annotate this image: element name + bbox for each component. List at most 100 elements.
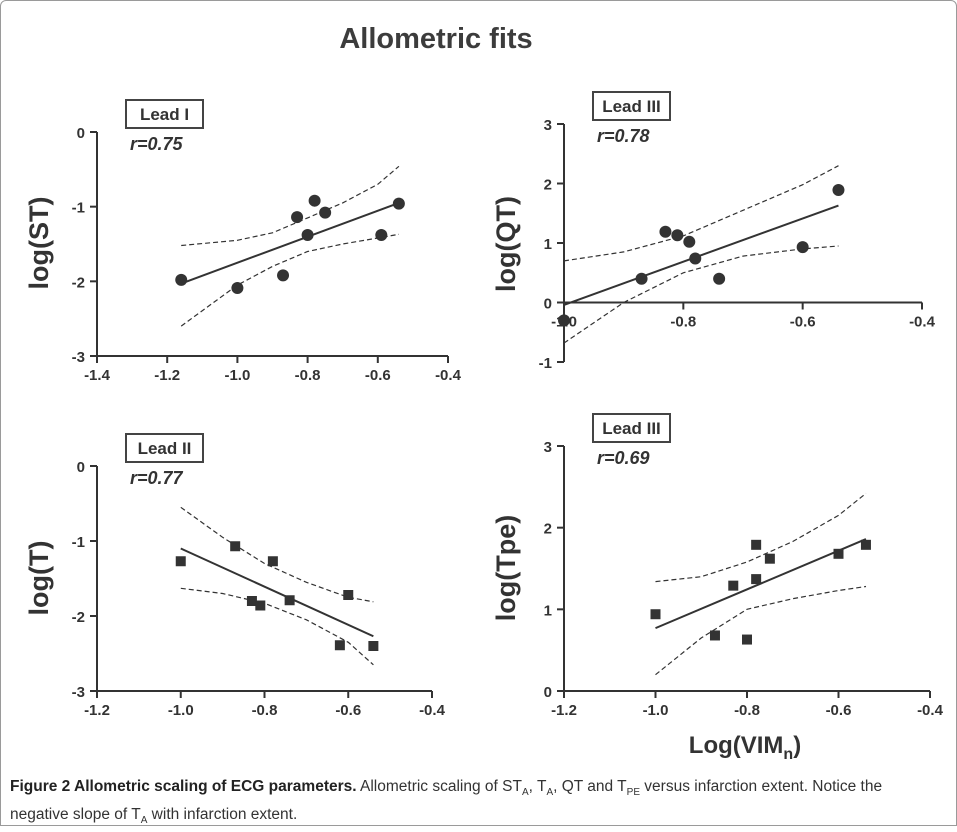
- caption-sub: PE: [626, 787, 640, 799]
- x-tick-label: -1.2: [154, 367, 180, 384]
- caption-text: , T: [528, 778, 547, 795]
- data-point: [832, 184, 845, 197]
- x-tick-label: -1.0: [224, 367, 250, 384]
- x-tick-label: -1.0: [643, 702, 669, 719]
- data-point: [709, 630, 720, 641]
- figure-title: Allometric fits: [339, 23, 532, 55]
- y-axis-label: log(ST): [24, 197, 54, 290]
- ci-upper-band: [563, 165, 839, 262]
- r-value-label: r=0.78: [597, 126, 650, 146]
- x-tick-label: -0.6: [365, 367, 391, 384]
- lead-box: [125, 433, 204, 463]
- fit-line: [180, 201, 400, 285]
- lead-label: Lead III: [602, 97, 661, 116]
- lead-box: [592, 413, 671, 443]
- data-point: [742, 634, 752, 645]
- y-tick-label: -2: [72, 274, 85, 291]
- caption-title: Figure 2 Allometric scaling of ECG param…: [10, 778, 357, 795]
- y-tick-label: -1: [539, 355, 552, 372]
- data-point: [751, 539, 762, 550]
- data-point: [659, 225, 672, 238]
- data-point: [343, 590, 354, 600]
- caption-sub: A: [140, 815, 148, 827]
- data-point: [558, 314, 570, 327]
- x-tick-label: -0.6: [826, 702, 852, 719]
- caption-sub: A: [521, 787, 529, 799]
- x-tick-label: -1.2: [551, 702, 577, 719]
- x-tick-label: -1.0: [168, 702, 194, 719]
- ci-lower-band: [655, 585, 867, 676]
- y-tick-label: -3: [72, 349, 85, 366]
- chart-panel-3: 0 -1 -2 -3-1.2 -1.0 -0.8 -0.6 -0.4 log(T) Lead II…: [24, 433, 446, 719]
- lead-label: Lead II: [138, 439, 192, 458]
- fit-line: [180, 547, 374, 638]
- x-tick-label: -0.4: [435, 367, 462, 384]
- lead-box: [125, 99, 204, 129]
- shared-x-axis-label: Log(VIMn): [689, 732, 801, 763]
- data-point: [375, 229, 388, 242]
- ci-lower-band: [180, 233, 400, 327]
- ci-lower-band: [563, 245, 839, 344]
- data-point: [689, 252, 702, 265]
- y-tick-label: -2: [72, 609, 85, 626]
- data-point: [231, 282, 244, 295]
- data-point: [277, 269, 290, 282]
- ci-upper-band: [655, 492, 867, 583]
- data-point: [301, 229, 314, 242]
- y-tick-label: 1: [544, 602, 552, 619]
- panels: 0-1-2-3-1.4 -1.2 -1.0 -0.8 -0.6 -0.4log(ST)Le…: [24, 91, 944, 719]
- x-tick-label: -0.8: [295, 367, 321, 384]
- figure-svg: Allometric fits 0-1-2-3-1.4 -1.2 -1.0 -0.8-…: [24, 23, 944, 763]
- y-tick-label: 0: [544, 684, 552, 701]
- data-point: [291, 211, 304, 224]
- y-tick-label: -1: [72, 534, 85, 551]
- lead-box: [592, 91, 671, 121]
- y-tick-label: 2: [544, 177, 552, 194]
- data-point: [392, 197, 405, 210]
- chart-panel-4: 3 2 1 0-1.2 -1.0 -0.8 -0.6 -0.4 log(Tpe) Lead III…: [491, 413, 944, 719]
- ci-lower-band: [180, 587, 374, 666]
- y-tick-label: 2: [544, 521, 552, 538]
- y-tick-label: 1: [544, 236, 552, 253]
- ci-upper-band: [181, 165, 400, 247]
- data-point: [860, 539, 871, 550]
- y-axis-label: log(Tpe): [491, 515, 521, 621]
- data-point: [246, 596, 257, 606]
- x-tick-label: -0.4: [917, 702, 944, 719]
- data-point: [650, 609, 661, 620]
- x-tick-label: -0.8: [734, 702, 760, 719]
- y-tick-label: 3: [544, 439, 552, 456]
- caption-text: versus infarction extent. Notice the neg…: [10, 778, 883, 824]
- data-point: [683, 235, 696, 248]
- y-tick-label: 0: [77, 125, 85, 142]
- data-point: [728, 580, 739, 591]
- caption-text: with infarction extent.: [147, 806, 298, 824]
- data-point: [671, 229, 684, 242]
- y-tick-label: 0: [544, 296, 552, 313]
- figure-caption: Figure 2 Allometric scaling of ECG param…: [10, 776, 940, 832]
- data-point: [368, 641, 379, 651]
- x-tick-label: -0.6: [790, 314, 816, 331]
- data-point: [833, 548, 844, 559]
- data-point: [713, 272, 726, 285]
- x-tick-label: -0.8: [670, 314, 696, 331]
- data-point: [334, 640, 345, 651]
- fit-line: [563, 204, 839, 306]
- data-point: [230, 541, 241, 552]
- data-point: [175, 556, 186, 567]
- lead-label: Lead III: [602, 419, 661, 438]
- caption-sub: A: [546, 787, 554, 799]
- data-point: [175, 273, 188, 286]
- data-point: [751, 574, 762, 585]
- data-point: [635, 272, 648, 285]
- x-tick-label: -1.4: [84, 367, 111, 384]
- y-tick-label: -3: [72, 684, 85, 701]
- x-tick-label: -0.6: [335, 702, 361, 719]
- r-value-label: r=0.75: [130, 134, 184, 154]
- y-axis-label: log(QT): [491, 196, 521, 292]
- data-point: [764, 553, 775, 564]
- x-tick-label: -1.2: [84, 702, 110, 719]
- y-tick-label: -1: [72, 200, 85, 217]
- y-tick-label: 0: [77, 459, 85, 476]
- caption-text: Allometric scaling of ST: [356, 778, 522, 795]
